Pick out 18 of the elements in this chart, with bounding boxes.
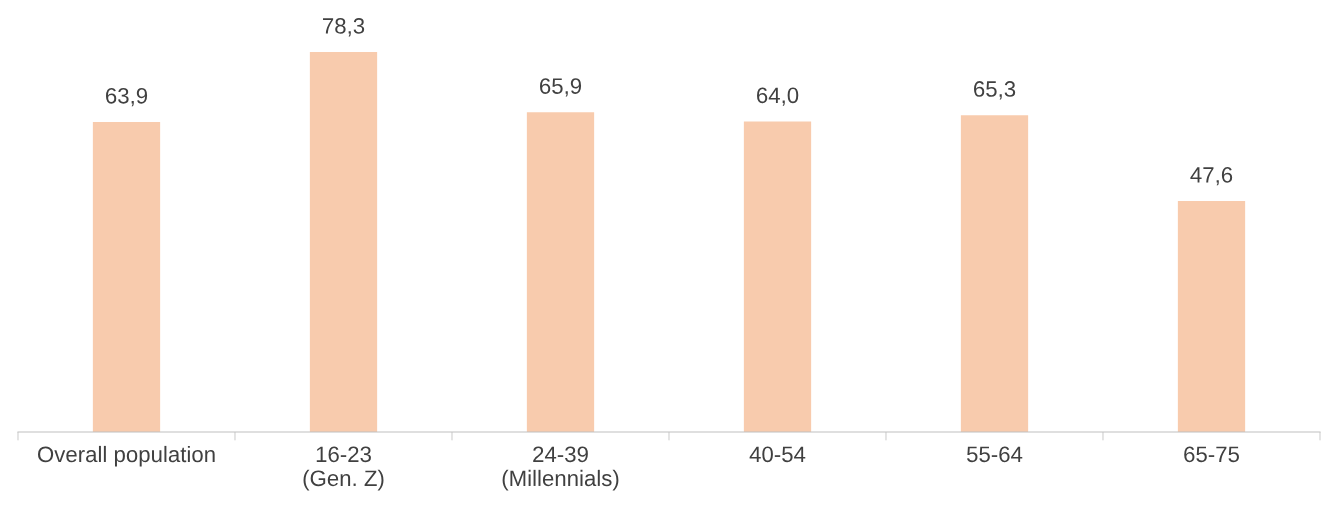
data-label: 65,9	[540, 78, 582, 97]
data-label: 65,3	[974, 81, 1016, 100]
x-tick-label: 16-23 (Gen. Z)	[303, 446, 384, 491]
x-tick-label: 65-75	[1184, 446, 1239, 463]
bar	[743, 121, 812, 432]
bar	[92, 121, 161, 432]
x-tick-label: 55-64	[966, 446, 1023, 463]
bar	[309, 52, 378, 432]
data-label: 63,9	[106, 87, 148, 107]
data-label: 78,3	[323, 18, 365, 37]
x-tick-label: Overall population	[38, 445, 215, 467]
data-label: 47,6	[1190, 167, 1233, 186]
data-label: 64,0	[757, 87, 799, 106]
bar	[960, 115, 1029, 432]
x-tick-label: 40-54	[749, 446, 806, 463]
x-tick-label: 24-39 (Millennials)	[502, 446, 619, 491]
bar	[1177, 201, 1246, 432]
bar	[526, 112, 595, 432]
